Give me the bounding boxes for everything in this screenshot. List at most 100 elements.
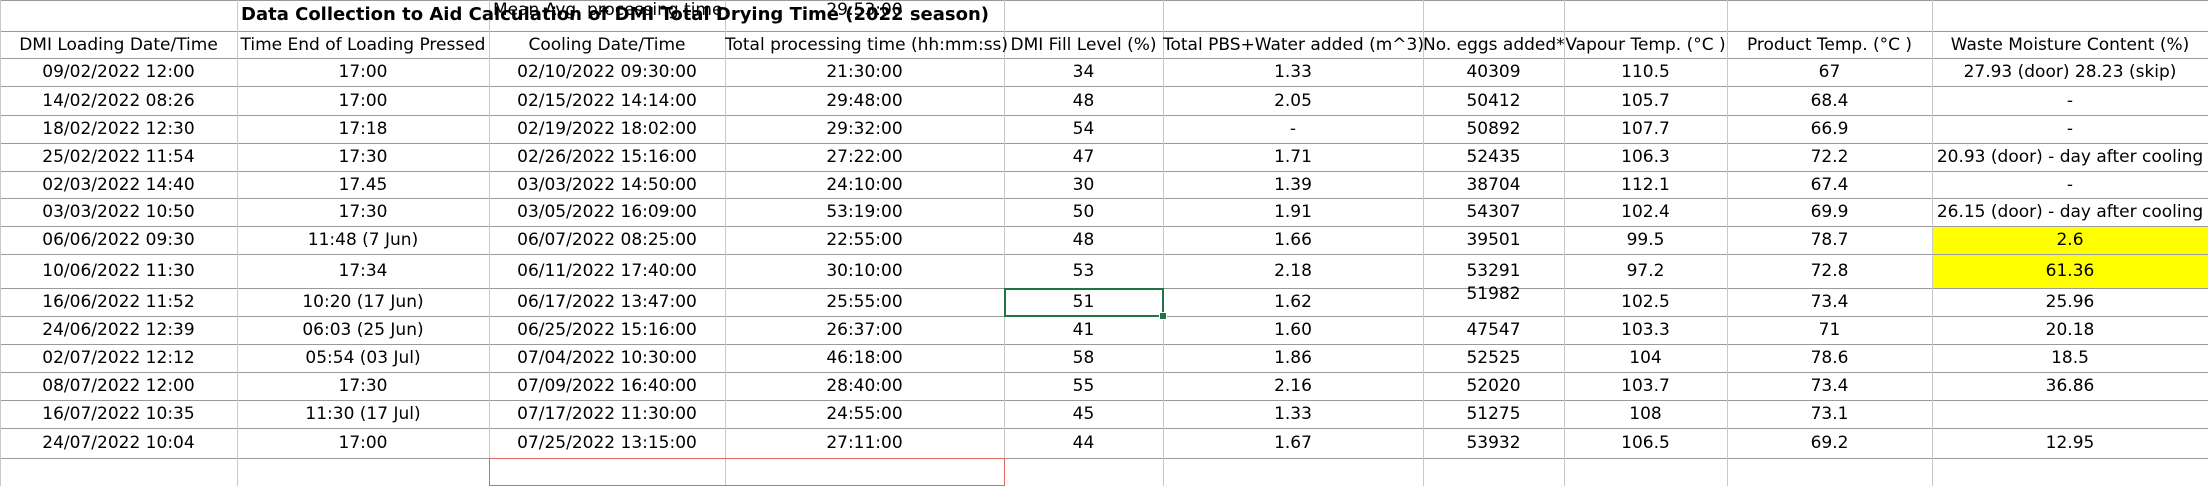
table-cell[interactable]: - — [2066, 90, 2074, 111]
table-cell[interactable]: 50 — [1072, 202, 1095, 222]
table-cell[interactable]: 02/26/2022 15:16:00 — [517, 147, 697, 167]
table-cell[interactable]: 106.3 — [1621, 147, 1670, 167]
table-cell[interactable]: 73.1 — [1810, 404, 1849, 424]
mean-processing-time-label[interactable]: Mean Avg. processing time — [493, 0, 723, 20]
table-cell[interactable]: 103.7 — [1621, 376, 1670, 396]
table-cell[interactable]: 73.4 — [1810, 292, 1849, 312]
column-header[interactable]: DMI Fill Level (%) — [1010, 34, 1157, 55]
table-cell[interactable]: 97.2 — [1626, 261, 1665, 281]
table-cell[interactable]: 16/06/2022 11:52 — [42, 292, 195, 312]
mean-processing-time-value[interactable]: 29:53:00 — [826, 0, 903, 20]
table-cell[interactable]: 1.86 — [1274, 348, 1312, 368]
table-cell[interactable]: 30 — [1072, 174, 1095, 195]
table-cell[interactable]: 2.05 — [1274, 90, 1312, 111]
table-cell[interactable]: 12.95 — [2045, 433, 2095, 453]
table-cell[interactable]: 27.93 (door) 28.23 (skip) — [1963, 62, 2177, 82]
table-cell[interactable]: 16/07/2022 10:35 — [42, 404, 195, 424]
table-cell[interactable]: 20.18 — [2045, 320, 2095, 340]
table-cell[interactable]: 50412 — [1466, 90, 1521, 111]
table-cell[interactable]: 07/09/2022 16:40:00 — [517, 376, 697, 396]
column-header[interactable]: Cooling Date/Time — [528, 34, 686, 55]
table-cell[interactable]: 20.93 (door) - day after cooling — [1936, 147, 2204, 167]
table-cell[interactable]: 24/06/2022 12:39 — [42, 320, 195, 340]
table-cell[interactable]: 72.2 — [1810, 147, 1849, 167]
table-cell[interactable]: 02/19/2022 18:02:00 — [517, 119, 697, 139]
table-cell[interactable]: 24:55:00 — [826, 404, 903, 424]
table-cell[interactable]: 54307 — [1466, 202, 1521, 222]
table-cell[interactable]: 21:30:00 — [826, 62, 903, 82]
table-cell[interactable]: 02/03/2022 14:40 — [42, 174, 195, 195]
table-cell[interactable]: 17:18 — [338, 119, 388, 139]
table-cell[interactable]: 2.16 — [1274, 376, 1312, 396]
table-cell[interactable]: 27:22:00 — [826, 147, 903, 167]
table-cell[interactable]: 06/06/2022 09:30 — [42, 230, 195, 250]
table-cell[interactable]: 14/02/2022 08:26 — [42, 90, 195, 111]
column-header[interactable]: DMI Loading Date/Time — [19, 34, 218, 55]
table-cell[interactable]: 104 — [1629, 348, 1662, 368]
table-cell[interactable]: - — [2066, 119, 2074, 139]
table-cell[interactable]: 03/03/2022 14:50:00 — [517, 174, 697, 195]
table-cell[interactable]: 103.3 — [1621, 320, 1670, 340]
table-cell[interactable]: 30:10:00 — [826, 261, 903, 281]
table-cell[interactable]: 2.18 — [1274, 261, 1312, 281]
table-cell[interactable]: 2.6 — [2056, 230, 2084, 250]
table-cell[interactable]: 78.6 — [1810, 348, 1849, 368]
table-cell[interactable]: 46:18:00 — [826, 348, 903, 368]
table-cell[interactable]: 44 — [1072, 433, 1095, 453]
table-cell[interactable]: 67 — [1818, 62, 1841, 82]
table-cell[interactable]: 1.33 — [1274, 404, 1312, 424]
table-cell[interactable]: 26:37:00 — [826, 320, 903, 340]
column-header[interactable]: Waste Moisture Content (%) — [1950, 34, 2190, 55]
table-cell[interactable]: 1.60 — [1274, 320, 1312, 340]
table-cell[interactable]: 25:55:00 — [826, 292, 903, 312]
table-cell[interactable]: 45 — [1072, 404, 1095, 424]
table-cell[interactable]: 69.2 — [1810, 433, 1849, 453]
table-cell[interactable]: 02/07/2022 12:12 — [42, 348, 195, 368]
table-cell[interactable]: 68.4 — [1810, 90, 1849, 111]
sheet-title[interactable]: Data Collection to Aid Calculation of DM… — [241, 4, 990, 25]
table-cell[interactable]: 06/25/2022 15:16:00 — [517, 320, 697, 340]
table-cell[interactable]: 07/04/2022 10:30:00 — [517, 348, 697, 368]
table-cell[interactable]: 17:00 — [338, 62, 388, 82]
table-cell[interactable]: 47547 — [1466, 320, 1521, 340]
table-cell[interactable]: 78.7 — [1810, 230, 1849, 250]
table-cell[interactable]: 53:19:00 — [826, 202, 903, 222]
table-cell[interactable]: 67.4 — [1810, 174, 1849, 195]
column-header[interactable]: Product Temp. (°C ) — [1746, 34, 1913, 55]
table-cell[interactable]: 106.5 — [1621, 433, 1670, 453]
table-cell[interactable]: 05:54 (03 Jul) — [305, 348, 421, 368]
column-header[interactable]: Total PBS+Water added (m^3) — [1163, 34, 1424, 55]
table-cell[interactable]: 102.5 — [1621, 292, 1670, 312]
table-cell[interactable]: 39501 — [1466, 230, 1521, 250]
table-cell[interactable]: 112.1 — [1621, 174, 1670, 195]
table-cell[interactable]: 10:20 (17 Jun) — [302, 292, 424, 312]
table-cell[interactable]: 1.66 — [1274, 230, 1312, 250]
table-cell[interactable]: 102.4 — [1621, 202, 1670, 222]
table-cell[interactable]: 1.67 — [1274, 433, 1312, 453]
table-cell[interactable]: 17:30 — [338, 147, 388, 167]
table-cell[interactable]: - — [1289, 119, 1297, 139]
table-cell[interactable]: 03/05/2022 16:09:00 — [517, 202, 697, 222]
table-cell[interactable]: 105.7 — [1621, 90, 1670, 111]
table-cell[interactable]: 06/17/2022 13:47:00 — [517, 292, 697, 312]
table-cell[interactable]: 28:40:00 — [826, 376, 903, 396]
table-cell[interactable]: 24:10:00 — [826, 174, 903, 195]
table-cell[interactable]: 02/15/2022 14:14:00 — [517, 90, 697, 111]
column-header[interactable]: Vapour Temp. (°C ) — [1565, 34, 1726, 55]
table-cell[interactable]: 11:48 (7 Jun) — [307, 230, 419, 250]
table-cell[interactable]: 02/10/2022 09:30:00 — [517, 62, 697, 82]
table-cell[interactable]: 40309 — [1466, 62, 1521, 82]
table-cell[interactable]: 73.4 — [1810, 376, 1849, 396]
table-cell[interactable]: 48 — [1072, 90, 1095, 111]
table-cell[interactable]: 25.96 — [2045, 292, 2095, 312]
table-cell[interactable]: 38704 — [1466, 174, 1521, 195]
column-header[interactable]: Total processing time (hh:mm:ss) — [725, 34, 1009, 55]
table-cell[interactable]: 53 — [1072, 261, 1095, 281]
table-cell[interactable]: 52435 — [1466, 147, 1521, 167]
table-cell[interactable]: 29:32:00 — [826, 119, 903, 139]
table-cell[interactable]: 1.71 — [1274, 147, 1312, 167]
table-cell[interactable]: 108 — [1629, 404, 1662, 424]
table-cell[interactable]: 51275 — [1466, 404, 1521, 424]
table-cell[interactable]: 48 — [1072, 230, 1095, 250]
table-cell[interactable]: 17:30 — [338, 376, 388, 396]
